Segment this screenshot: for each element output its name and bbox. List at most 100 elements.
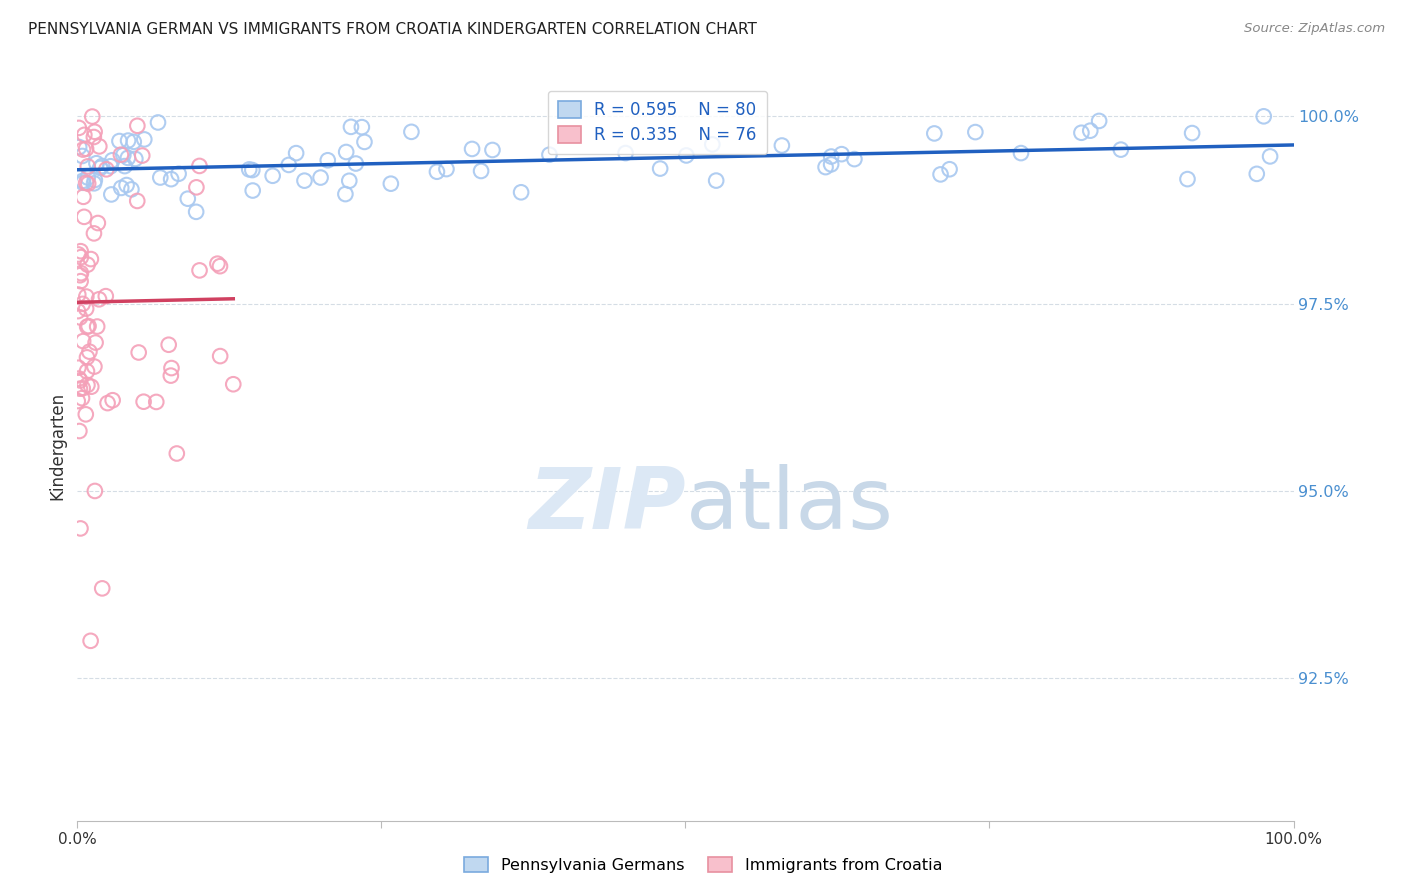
Point	[101, 153, 124, 168]
Point	[207, 257, 229, 271]
Point	[76, 160, 98, 174]
Point	[87, 293, 110, 307]
Point	[70, 391, 93, 405]
Point	[134, 132, 156, 146]
Point	[820, 149, 842, 163]
Point	[209, 349, 232, 363]
Point	[76, 319, 98, 334]
Point	[75, 289, 97, 303]
Point	[76, 351, 98, 365]
Point	[70, 250, 93, 264]
Point	[131, 148, 153, 162]
Point	[70, 266, 93, 280]
Point	[69, 374, 91, 388]
Point	[188, 159, 211, 173]
Point	[470, 164, 492, 178]
Point	[285, 146, 308, 161]
Point	[166, 446, 188, 460]
Point	[965, 125, 987, 139]
Point	[73, 128, 96, 142]
Point	[1070, 126, 1092, 140]
Point	[188, 263, 211, 277]
Point	[77, 319, 100, 334]
Point	[335, 187, 357, 202]
Point	[79, 633, 101, 648]
Point	[100, 159, 122, 173]
Text: PENNSYLVANIA GERMAN VS IMMIGRANTS FROM CROATIA KINDERGARTEN CORRELATION CHART: PENNSYLVANIA GERMAN VS IMMIGRANTS FROM C…	[28, 22, 756, 37]
Point	[186, 204, 208, 219]
Point	[108, 134, 131, 148]
Point	[650, 161, 672, 176]
Point	[426, 165, 449, 179]
Point	[814, 160, 837, 174]
Text: atlas: atlas	[686, 465, 893, 548]
Point	[86, 156, 108, 170]
Point	[110, 147, 132, 161]
Point	[461, 142, 484, 156]
Point	[96, 162, 118, 177]
Point	[87, 216, 110, 230]
Point	[481, 143, 503, 157]
Point	[335, 145, 357, 159]
Point	[145, 395, 167, 409]
Point	[89, 139, 111, 153]
Point	[84, 335, 107, 350]
Point	[115, 178, 138, 192]
Point	[83, 359, 105, 374]
Point	[702, 137, 724, 152]
Point	[316, 153, 339, 168]
Point	[337, 174, 360, 188]
Point	[67, 371, 90, 385]
Point	[844, 152, 866, 166]
Point	[294, 174, 316, 188]
Point	[538, 147, 561, 161]
Point	[66, 304, 89, 318]
Point	[353, 135, 375, 149]
Point	[340, 120, 363, 134]
Point	[1258, 149, 1281, 163]
Point	[186, 180, 208, 194]
Point	[91, 159, 114, 173]
Point	[73, 210, 96, 224]
Point	[124, 152, 146, 166]
Point	[1246, 167, 1268, 181]
Point	[127, 194, 149, 208]
Point	[614, 146, 637, 161]
Point	[83, 173, 105, 187]
Point	[240, 163, 263, 178]
Point	[67, 424, 90, 438]
Point	[114, 159, 136, 173]
Point	[177, 192, 200, 206]
Point	[75, 176, 97, 190]
Point	[127, 119, 149, 133]
Point	[117, 134, 139, 148]
Point	[72, 190, 94, 204]
Point	[122, 135, 145, 149]
Point	[83, 177, 105, 191]
Point	[222, 377, 245, 392]
Point	[128, 345, 150, 359]
Point	[67, 247, 90, 261]
Point	[82, 110, 104, 124]
Point	[120, 182, 142, 196]
Point	[72, 174, 94, 188]
Point	[262, 169, 284, 183]
Point	[77, 177, 100, 191]
Point	[76, 378, 98, 392]
Point	[831, 147, 853, 161]
Point	[72, 176, 94, 190]
Point	[89, 161, 111, 175]
Point	[83, 130, 105, 145]
Point	[675, 148, 697, 162]
Legend: R = 0.595    N = 80, R = 0.335    N = 76: R = 0.595 N = 80, R = 0.335 N = 76	[548, 91, 766, 154]
Point	[344, 156, 367, 170]
Point	[83, 125, 105, 139]
Point	[938, 162, 960, 177]
Point	[277, 158, 299, 172]
Point	[80, 252, 103, 266]
Point	[1177, 172, 1199, 186]
Point	[929, 168, 952, 182]
Point	[67, 287, 90, 301]
Point	[75, 142, 97, 156]
Point	[72, 381, 94, 395]
